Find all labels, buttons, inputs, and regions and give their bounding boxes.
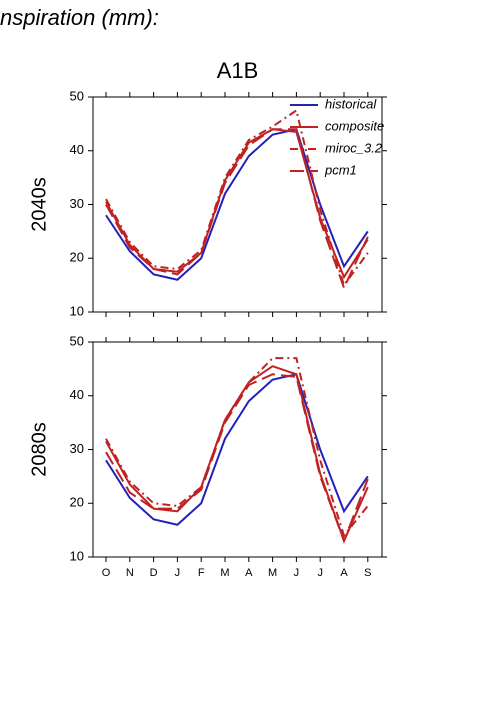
- y-tick-label: 50: [70, 88, 84, 103]
- y-tick-label: 20: [70, 495, 84, 510]
- x-tick-label: F: [198, 567, 205, 579]
- legend-label: pcm1: [324, 162, 357, 177]
- series-line: [105, 373, 369, 544]
- x-tick-label: O: [102, 567, 111, 579]
- x-tick-label: M: [268, 567, 277, 579]
- y-tick-label: 40: [70, 387, 84, 402]
- x-tick-label: J: [294, 567, 300, 579]
- y-tick-label: 40: [70, 142, 84, 157]
- y-tick-label: 20: [70, 250, 84, 265]
- series-line: [105, 128, 369, 280]
- series-line: [105, 365, 369, 544]
- y-axis-label: 2080s: [28, 422, 50, 477]
- series-line: [105, 128, 369, 291]
- y-tick-label: 10: [70, 303, 84, 318]
- legend-label: historical: [325, 96, 377, 111]
- series-line: [105, 357, 369, 538]
- y-tick-label: 30: [70, 441, 84, 456]
- y-tick-label: 50: [70, 333, 84, 348]
- x-tick-label: A: [245, 567, 253, 579]
- series-line: [105, 108, 369, 288]
- legend-label: miroc_3.2: [325, 140, 383, 155]
- x-tick-label: N: [126, 567, 134, 579]
- y-axis-label: 2040s: [28, 177, 50, 232]
- y-tick-label: 30: [70, 196, 84, 211]
- page-title: nspiration (mm):: [0, 5, 159, 30]
- x-tick-label: D: [150, 567, 158, 579]
- x-tick-label: M: [220, 567, 229, 579]
- x-tick-label: J: [317, 567, 323, 579]
- legend-label: composite: [325, 118, 384, 133]
- x-tick-label: S: [364, 567, 371, 579]
- chart-title: A1B: [217, 58, 259, 83]
- series-line: [105, 128, 369, 281]
- series-line: [105, 373, 369, 526]
- x-tick-label: J: [175, 567, 181, 579]
- x-tick-label: A: [340, 567, 348, 579]
- y-tick-label: 10: [70, 548, 84, 563]
